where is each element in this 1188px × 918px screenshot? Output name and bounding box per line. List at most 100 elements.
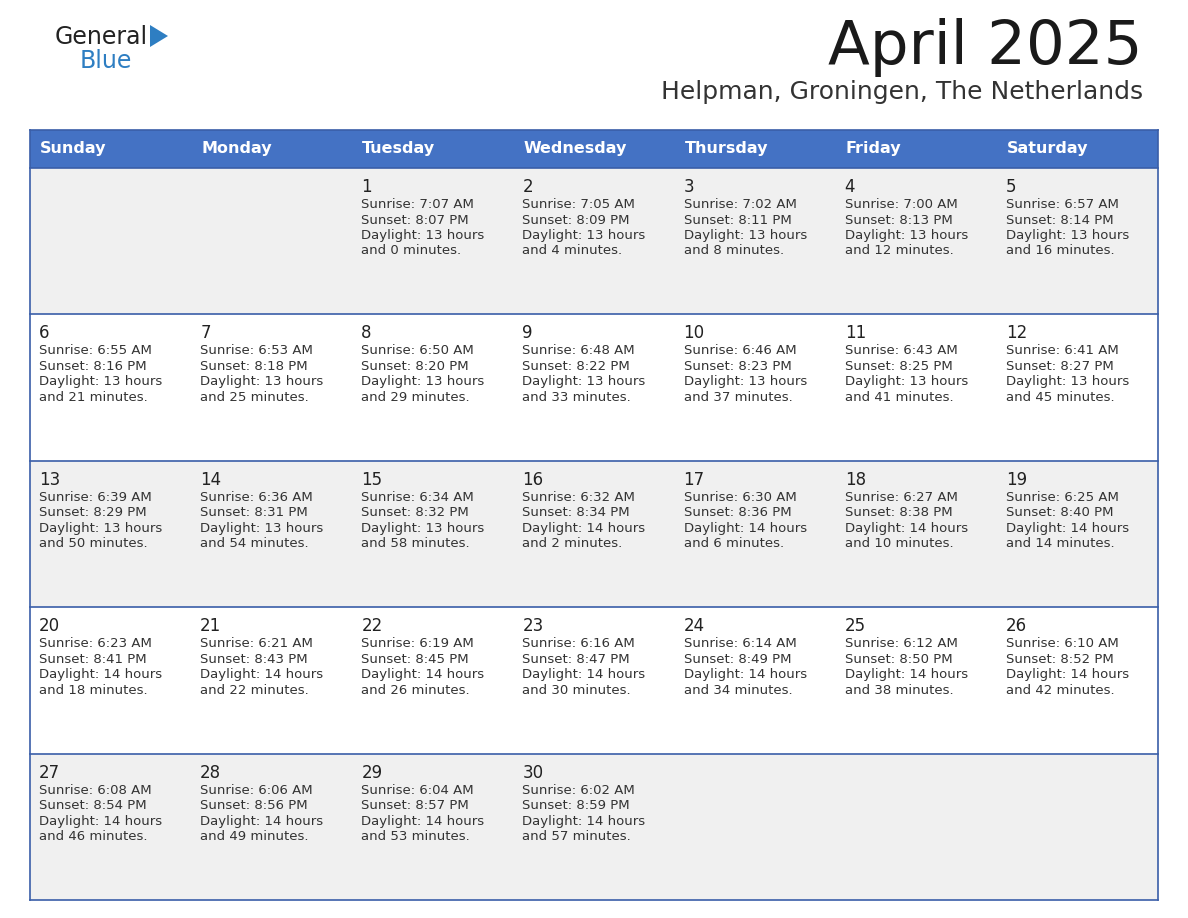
Text: Sunrise: 6:14 AM: Sunrise: 6:14 AM bbox=[683, 637, 796, 650]
Text: 25: 25 bbox=[845, 617, 866, 635]
Text: Sunset: 8:07 PM: Sunset: 8:07 PM bbox=[361, 214, 469, 227]
Text: 7: 7 bbox=[200, 324, 210, 342]
Text: 21: 21 bbox=[200, 617, 221, 635]
Text: Sunrise: 6:12 AM: Sunrise: 6:12 AM bbox=[845, 637, 958, 650]
Text: Sunrise: 6:32 AM: Sunrise: 6:32 AM bbox=[523, 491, 636, 504]
Text: April 2025: April 2025 bbox=[828, 18, 1143, 77]
Text: Sunset: 8:45 PM: Sunset: 8:45 PM bbox=[361, 653, 469, 666]
Text: Sunset: 8:47 PM: Sunset: 8:47 PM bbox=[523, 653, 630, 666]
Text: and 25 minutes.: and 25 minutes. bbox=[200, 391, 309, 404]
Text: Daylight: 13 hours: Daylight: 13 hours bbox=[845, 229, 968, 242]
Text: Daylight: 13 hours: Daylight: 13 hours bbox=[523, 375, 646, 388]
Text: Daylight: 13 hours: Daylight: 13 hours bbox=[200, 375, 323, 388]
Text: 8: 8 bbox=[361, 324, 372, 342]
Text: and 58 minutes.: and 58 minutes. bbox=[361, 537, 470, 550]
Text: Sunset: 8:43 PM: Sunset: 8:43 PM bbox=[200, 653, 308, 666]
Text: 14: 14 bbox=[200, 471, 221, 488]
Text: Sunset: 8:20 PM: Sunset: 8:20 PM bbox=[361, 360, 469, 373]
Text: Daylight: 14 hours: Daylight: 14 hours bbox=[683, 521, 807, 535]
Text: Sunrise: 7:05 AM: Sunrise: 7:05 AM bbox=[523, 198, 636, 211]
Text: Sunrise: 6:43 AM: Sunrise: 6:43 AM bbox=[845, 344, 958, 357]
Text: and 46 minutes.: and 46 minutes. bbox=[39, 830, 147, 843]
Text: 29: 29 bbox=[361, 764, 383, 781]
Text: Saturday: Saturday bbox=[1007, 141, 1088, 156]
Text: Daylight: 14 hours: Daylight: 14 hours bbox=[845, 668, 968, 681]
Text: 20: 20 bbox=[39, 617, 61, 635]
Bar bbox=[30, 168, 1158, 314]
Bar bbox=[30, 607, 1158, 754]
Text: Daylight: 14 hours: Daylight: 14 hours bbox=[523, 521, 645, 535]
Text: Helpman, Groningen, The Netherlands: Helpman, Groningen, The Netherlands bbox=[661, 80, 1143, 104]
Text: and 29 minutes.: and 29 minutes. bbox=[361, 391, 470, 404]
Text: and 41 minutes.: and 41 minutes. bbox=[845, 391, 953, 404]
Bar bbox=[30, 461, 1158, 607]
Text: and 53 minutes.: and 53 minutes. bbox=[361, 830, 470, 843]
Text: 23: 23 bbox=[523, 617, 544, 635]
Text: Sunrise: 6:04 AM: Sunrise: 6:04 AM bbox=[361, 784, 474, 797]
Text: Blue: Blue bbox=[80, 49, 132, 73]
Text: Sunset: 8:57 PM: Sunset: 8:57 PM bbox=[361, 799, 469, 812]
Text: 12: 12 bbox=[1006, 324, 1028, 342]
Text: Daylight: 14 hours: Daylight: 14 hours bbox=[361, 814, 485, 828]
Text: Sunrise: 6:57 AM: Sunrise: 6:57 AM bbox=[1006, 198, 1119, 211]
Text: 16: 16 bbox=[523, 471, 544, 488]
Text: Sunset: 8:59 PM: Sunset: 8:59 PM bbox=[523, 799, 630, 812]
Text: Wednesday: Wednesday bbox=[524, 141, 627, 156]
Text: and 38 minutes.: and 38 minutes. bbox=[845, 684, 953, 697]
Text: 9: 9 bbox=[523, 324, 533, 342]
Text: Sunset: 8:50 PM: Sunset: 8:50 PM bbox=[845, 653, 953, 666]
Text: and 33 minutes.: and 33 minutes. bbox=[523, 391, 631, 404]
Text: Sunset: 8:25 PM: Sunset: 8:25 PM bbox=[845, 360, 953, 373]
Text: Daylight: 14 hours: Daylight: 14 hours bbox=[361, 668, 485, 681]
Text: Sunset: 8:34 PM: Sunset: 8:34 PM bbox=[523, 507, 630, 520]
Text: Sunrise: 6:02 AM: Sunrise: 6:02 AM bbox=[523, 784, 636, 797]
Text: Sunrise: 6:08 AM: Sunrise: 6:08 AM bbox=[39, 784, 152, 797]
Text: Daylight: 13 hours: Daylight: 13 hours bbox=[200, 521, 323, 535]
Text: 13: 13 bbox=[39, 471, 61, 488]
Text: and 37 minutes.: and 37 minutes. bbox=[683, 391, 792, 404]
Text: 18: 18 bbox=[845, 471, 866, 488]
Text: Daylight: 13 hours: Daylight: 13 hours bbox=[683, 229, 807, 242]
Text: Tuesday: Tuesday bbox=[362, 141, 436, 156]
Text: and 8 minutes.: and 8 minutes. bbox=[683, 244, 784, 258]
Text: Sunset: 8:32 PM: Sunset: 8:32 PM bbox=[361, 507, 469, 520]
Text: Sunset: 8:16 PM: Sunset: 8:16 PM bbox=[39, 360, 146, 373]
Text: and 6 minutes.: and 6 minutes. bbox=[683, 537, 784, 550]
Text: Daylight: 14 hours: Daylight: 14 hours bbox=[523, 814, 645, 828]
Text: 5: 5 bbox=[1006, 178, 1017, 196]
Text: and 50 minutes.: and 50 minutes. bbox=[39, 537, 147, 550]
Text: Sunset: 8:29 PM: Sunset: 8:29 PM bbox=[39, 507, 146, 520]
Text: and 16 minutes.: and 16 minutes. bbox=[1006, 244, 1114, 258]
Text: Sunrise: 6:25 AM: Sunrise: 6:25 AM bbox=[1006, 491, 1119, 504]
Text: 6: 6 bbox=[39, 324, 50, 342]
Text: Daylight: 13 hours: Daylight: 13 hours bbox=[1006, 375, 1129, 388]
Text: 11: 11 bbox=[845, 324, 866, 342]
Text: Sunset: 8:40 PM: Sunset: 8:40 PM bbox=[1006, 507, 1113, 520]
Text: Daylight: 14 hours: Daylight: 14 hours bbox=[1006, 521, 1129, 535]
Text: Sunset: 8:36 PM: Sunset: 8:36 PM bbox=[683, 507, 791, 520]
Text: Daylight: 13 hours: Daylight: 13 hours bbox=[39, 375, 163, 388]
Text: Sunset: 8:11 PM: Sunset: 8:11 PM bbox=[683, 214, 791, 227]
Text: Sunset: 8:18 PM: Sunset: 8:18 PM bbox=[200, 360, 308, 373]
Text: Daylight: 13 hours: Daylight: 13 hours bbox=[845, 375, 968, 388]
Text: Daylight: 14 hours: Daylight: 14 hours bbox=[39, 668, 162, 681]
Text: Sunset: 8:54 PM: Sunset: 8:54 PM bbox=[39, 799, 146, 812]
Text: Sunrise: 6:21 AM: Sunrise: 6:21 AM bbox=[200, 637, 312, 650]
Text: 2: 2 bbox=[523, 178, 533, 196]
Text: and 42 minutes.: and 42 minutes. bbox=[1006, 684, 1114, 697]
Text: Daylight: 13 hours: Daylight: 13 hours bbox=[683, 375, 807, 388]
Text: Sunset: 8:41 PM: Sunset: 8:41 PM bbox=[39, 653, 146, 666]
Text: Sunrise: 6:27 AM: Sunrise: 6:27 AM bbox=[845, 491, 958, 504]
Text: Sunset: 8:13 PM: Sunset: 8:13 PM bbox=[845, 214, 953, 227]
Text: and 22 minutes.: and 22 minutes. bbox=[200, 684, 309, 697]
Text: and 10 minutes.: and 10 minutes. bbox=[845, 537, 953, 550]
Text: and 30 minutes.: and 30 minutes. bbox=[523, 684, 631, 697]
Text: Daylight: 14 hours: Daylight: 14 hours bbox=[683, 668, 807, 681]
Text: Thursday: Thursday bbox=[684, 141, 769, 156]
Bar bbox=[30, 130, 1158, 168]
Text: Friday: Friday bbox=[846, 141, 902, 156]
Text: Sunrise: 6:06 AM: Sunrise: 6:06 AM bbox=[200, 784, 312, 797]
Text: Sunrise: 6:48 AM: Sunrise: 6:48 AM bbox=[523, 344, 636, 357]
Text: Daylight: 14 hours: Daylight: 14 hours bbox=[845, 521, 968, 535]
Text: and 12 minutes.: and 12 minutes. bbox=[845, 244, 954, 258]
